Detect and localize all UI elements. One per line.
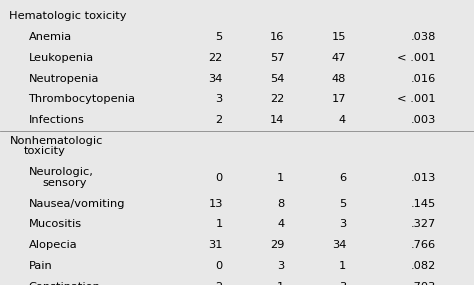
Text: .016: .016 <box>411 74 436 84</box>
Text: 8: 8 <box>277 199 284 209</box>
Text: Hematologic toxicity: Hematologic toxicity <box>9 11 127 21</box>
Text: Leukopenia: Leukopenia <box>28 53 93 63</box>
Text: .082: .082 <box>411 261 436 271</box>
Text: .003: .003 <box>410 115 436 125</box>
Text: 34: 34 <box>209 74 223 84</box>
Text: .703: .703 <box>410 282 436 285</box>
Text: Constipation: Constipation <box>28 282 100 285</box>
Text: .327: .327 <box>411 219 436 229</box>
Text: 13: 13 <box>208 199 223 209</box>
Text: 48: 48 <box>332 74 346 84</box>
Text: 5: 5 <box>216 32 223 42</box>
Text: Neurologic,: Neurologic, <box>28 167 93 177</box>
Text: .766: .766 <box>411 240 436 250</box>
Text: 3: 3 <box>277 261 284 271</box>
Text: sensory: sensory <box>43 178 87 188</box>
Text: 3: 3 <box>339 219 346 229</box>
Text: Nausea/vomiting: Nausea/vomiting <box>28 199 125 209</box>
Text: 1: 1 <box>277 282 284 285</box>
Text: 22: 22 <box>270 94 284 104</box>
Text: 2: 2 <box>216 115 223 125</box>
Text: Neutropenia: Neutropenia <box>28 74 99 84</box>
Text: 22: 22 <box>209 53 223 63</box>
Text: Pain: Pain <box>28 261 52 271</box>
Text: 1: 1 <box>216 219 223 229</box>
Text: 47: 47 <box>332 53 346 63</box>
Text: 6: 6 <box>339 172 346 183</box>
Text: 15: 15 <box>331 32 346 42</box>
Text: 17: 17 <box>331 94 346 104</box>
Text: .013: .013 <box>410 172 436 183</box>
Text: Infections: Infections <box>28 115 84 125</box>
Text: Thrombocytopenia: Thrombocytopenia <box>28 94 136 104</box>
Text: 0: 0 <box>216 172 223 183</box>
Text: < .001: < .001 <box>398 94 436 104</box>
Text: 3: 3 <box>216 94 223 104</box>
Text: 14: 14 <box>270 115 284 125</box>
Text: 3: 3 <box>339 282 346 285</box>
Text: 57: 57 <box>270 53 284 63</box>
Text: .145: .145 <box>411 199 436 209</box>
Text: .038: .038 <box>410 32 436 42</box>
Text: 5: 5 <box>339 199 346 209</box>
Text: 1: 1 <box>339 261 346 271</box>
Text: 29: 29 <box>270 240 284 250</box>
Text: 0: 0 <box>216 261 223 271</box>
Text: Nonhematologic: Nonhematologic <box>9 136 103 146</box>
Text: 1: 1 <box>277 172 284 183</box>
Text: 31: 31 <box>208 240 223 250</box>
Text: < .001: < .001 <box>398 53 436 63</box>
Text: 54: 54 <box>270 74 284 84</box>
Text: Anemia: Anemia <box>28 32 72 42</box>
Text: 2: 2 <box>216 282 223 285</box>
Text: toxicity: toxicity <box>24 146 65 156</box>
Text: 4: 4 <box>277 219 284 229</box>
Text: Mucositis: Mucositis <box>28 219 82 229</box>
Text: 34: 34 <box>332 240 346 250</box>
Text: Alopecia: Alopecia <box>28 240 77 250</box>
Text: 4: 4 <box>339 115 346 125</box>
Text: 16: 16 <box>270 32 284 42</box>
